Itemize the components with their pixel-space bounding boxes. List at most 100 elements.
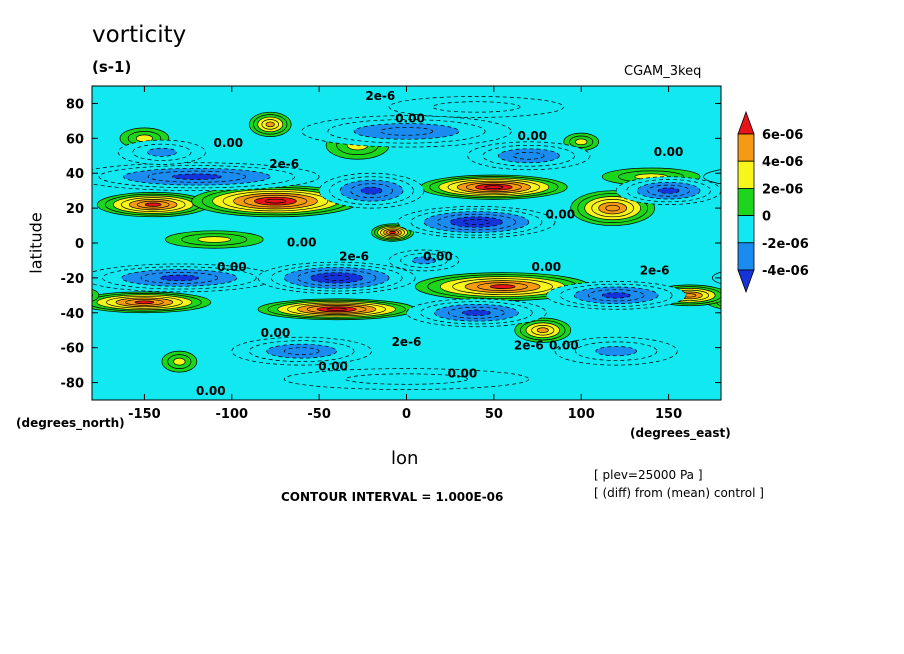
contour-band <box>536 327 549 334</box>
contour-band-wrap <box>92 293 93 298</box>
vorticity-feature-23 <box>406 298 547 328</box>
vorticity-feature-24 <box>545 281 687 310</box>
contour-band <box>172 173 222 180</box>
vorticity-feature-9 <box>248 111 292 137</box>
colorbar-band-2 <box>737 160 755 189</box>
contour-label-10: 0.00 <box>217 260 247 274</box>
model-label: CGAM_3keq <box>624 64 702 79</box>
vorticity-feature-14 <box>161 350 198 373</box>
contour-band <box>462 219 490 226</box>
colorbar-tick-label-0: 6e-06 <box>762 128 803 143</box>
vorticity-feature-4 <box>570 190 655 226</box>
contour-label-9: 0.00 <box>423 249 453 263</box>
vorticity-feature-20 <box>615 176 721 205</box>
contour-band <box>489 284 516 289</box>
vorticity-feature-15 <box>165 230 264 249</box>
contour-label-19: 0.00 <box>196 384 226 398</box>
contour-band <box>134 300 155 305</box>
colorbar-tick-label-4: -2e-06 <box>762 237 809 252</box>
chart-units: (s-1) <box>92 58 132 76</box>
colorbar-tick-label-1: 4e-06 <box>762 155 803 170</box>
colorbar-band-1 <box>737 133 755 162</box>
contour-band <box>595 346 637 357</box>
contour-band-wrap <box>745 298 802 307</box>
vorticity-feature-2 <box>371 223 414 242</box>
vorticity-feature-18 <box>318 172 425 209</box>
contour-band-wrap <box>777 171 875 182</box>
contour-band <box>265 121 275 128</box>
contour-label-15: 2e-6 <box>514 338 544 352</box>
contour-band <box>197 236 231 243</box>
contour-label-14: 2e-6 <box>392 335 422 349</box>
contour-label-5: 2e-6 <box>269 157 299 171</box>
colorbar: 6e-06 4e-06 2e-06 0 -2e-06 -4e-06 <box>737 110 809 294</box>
axes: -150 -100 -50 0 50 100 150 -80 -60 -40 -20 0 20 40 60 8… <box>61 86 721 422</box>
contour-label-1: 0.00 <box>395 112 425 126</box>
colorbar-tick-label-3: 0 <box>762 210 771 225</box>
vorticity-feature-3 <box>420 174 568 200</box>
colorbar-band-4 <box>737 215 755 244</box>
colorbar-top-arrow <box>737 110 755 135</box>
x-tick-label-5: 100 <box>568 407 595 422</box>
contour-band-wrap <box>716 298 721 307</box>
contour-band-wrap <box>726 295 821 310</box>
contour-band <box>344 373 469 385</box>
contour-band <box>379 127 434 136</box>
contour-label-18: 0.00 <box>448 366 478 380</box>
contour-label-12: 2e-6 <box>640 263 670 277</box>
contour-band-wrap <box>41 290 79 300</box>
vorticity-feature-29 <box>117 139 206 165</box>
contour-band <box>144 202 162 207</box>
vorticity-feature-11 <box>514 317 572 343</box>
y-tick-label-3: -20 <box>61 272 85 287</box>
chart-title: vorticity <box>92 22 187 48</box>
vorticity-feature-6 <box>257 298 416 321</box>
x-tick-label-1: -100 <box>216 407 249 422</box>
vorticity-feature-30 <box>388 249 460 272</box>
vorticity-feature-26 <box>467 141 591 171</box>
contour-label-2: 0.00 <box>517 129 547 143</box>
x-tick-label-0: -150 <box>128 407 161 422</box>
x-tick-label-3: 0 <box>402 407 411 422</box>
contour-band <box>411 256 436 265</box>
contour-label-7: 0.00 <box>287 236 317 250</box>
vorticity-feature-17 <box>92 162 875 192</box>
contour-band <box>605 204 621 212</box>
contour-band <box>462 309 491 316</box>
vorticity-feature-28 <box>554 336 678 366</box>
y-axis-units: (degrees_north) <box>16 416 125 430</box>
diff-note: [ (diff) from (mean) control ] <box>594 486 764 500</box>
x-axis-label: lon <box>391 448 419 469</box>
contour-band <box>283 347 320 355</box>
contour-band <box>513 151 545 160</box>
contour-label-11: 0.00 <box>531 260 561 274</box>
y-tick-label-1: -60 <box>61 342 85 357</box>
y-tick-label-6: 40 <box>66 167 84 182</box>
contour-label-17: 0.00 <box>318 359 348 373</box>
contour-band <box>432 101 521 113</box>
contour-band-wrap <box>54 294 67 297</box>
colorbar-bottom-arrow <box>737 269 755 294</box>
contour-band <box>601 292 631 299</box>
vorticity-feature-19 <box>397 206 556 239</box>
vorticity-feature-22 <box>257 261 416 294</box>
contour-band <box>159 274 199 282</box>
contour-band-wrap <box>754 299 792 305</box>
colorbar-tick-label-2: 2e-06 <box>762 182 803 197</box>
contour-band <box>360 186 383 195</box>
contour-band <box>264 198 287 204</box>
colorbar-band-3 <box>737 187 755 216</box>
x-tick-label-2: -50 <box>307 407 331 422</box>
x-tick-label-6: 150 <box>655 407 682 422</box>
y-tick-label-7: 60 <box>66 132 84 147</box>
vorticity-feature-25 <box>301 115 512 148</box>
y-tick-label-5: 20 <box>66 202 84 217</box>
contour-labels: 2e-6 0.00 0.00 0.00 0.00 2e-6 0.00 0.00 2e-6 0.00… <box>196 89 683 398</box>
vorticity-feature-0 <box>96 192 210 218</box>
y-tick-label-2: -40 <box>61 307 85 322</box>
contour-label-4: 0.00 <box>654 145 684 159</box>
contour-band-wrap <box>801 174 850 180</box>
contour-band-wrap <box>703 169 721 185</box>
level-note: [ plev=25000 Pa ] <box>594 468 703 482</box>
